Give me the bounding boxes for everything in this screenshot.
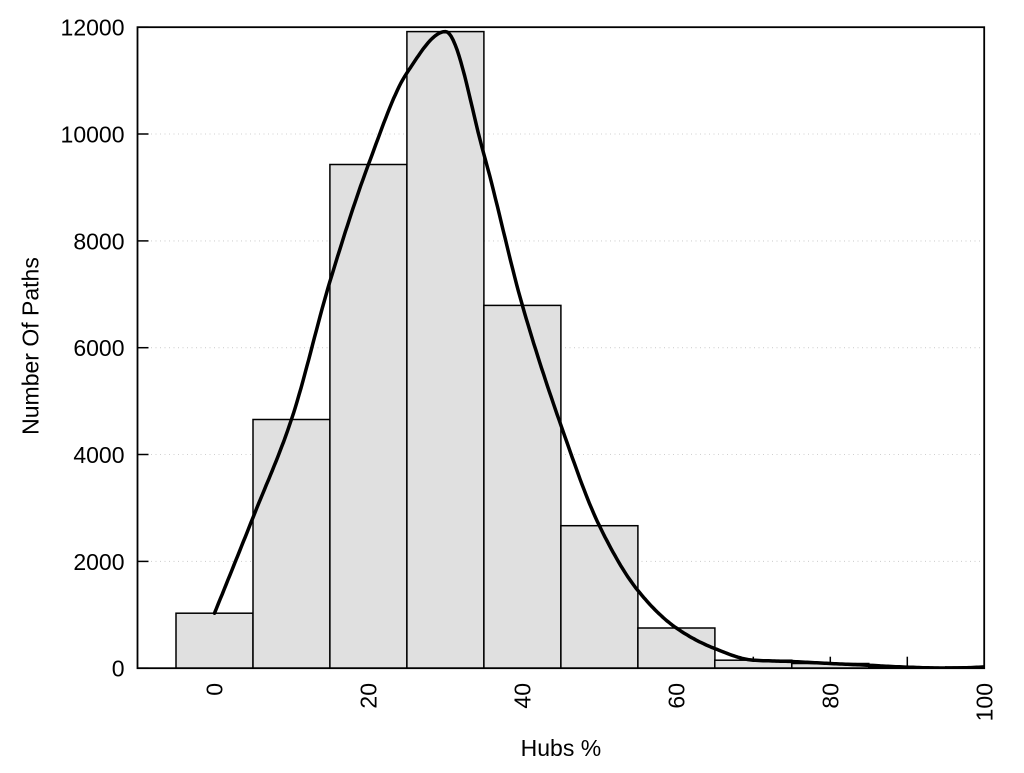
svg-text:0: 0 <box>202 683 228 696</box>
svg-text:80: 80 <box>817 683 843 709</box>
svg-text:10000: 10000 <box>61 122 125 148</box>
svg-text:0: 0 <box>112 656 125 682</box>
svg-text:12000: 12000 <box>61 15 125 41</box>
svg-text:100: 100 <box>971 683 997 721</box>
svg-text:Number Of Paths: Number Of Paths <box>18 257 44 435</box>
svg-text:6000: 6000 <box>73 335 124 361</box>
svg-text:8000: 8000 <box>73 228 124 254</box>
svg-text:2000: 2000 <box>73 549 124 575</box>
svg-text:60: 60 <box>663 683 689 709</box>
svg-text:20: 20 <box>355 683 381 709</box>
svg-text:4000: 4000 <box>73 442 124 468</box>
svg-text:40: 40 <box>509 683 535 709</box>
svg-text:Hubs %: Hubs % <box>521 735 602 761</box>
